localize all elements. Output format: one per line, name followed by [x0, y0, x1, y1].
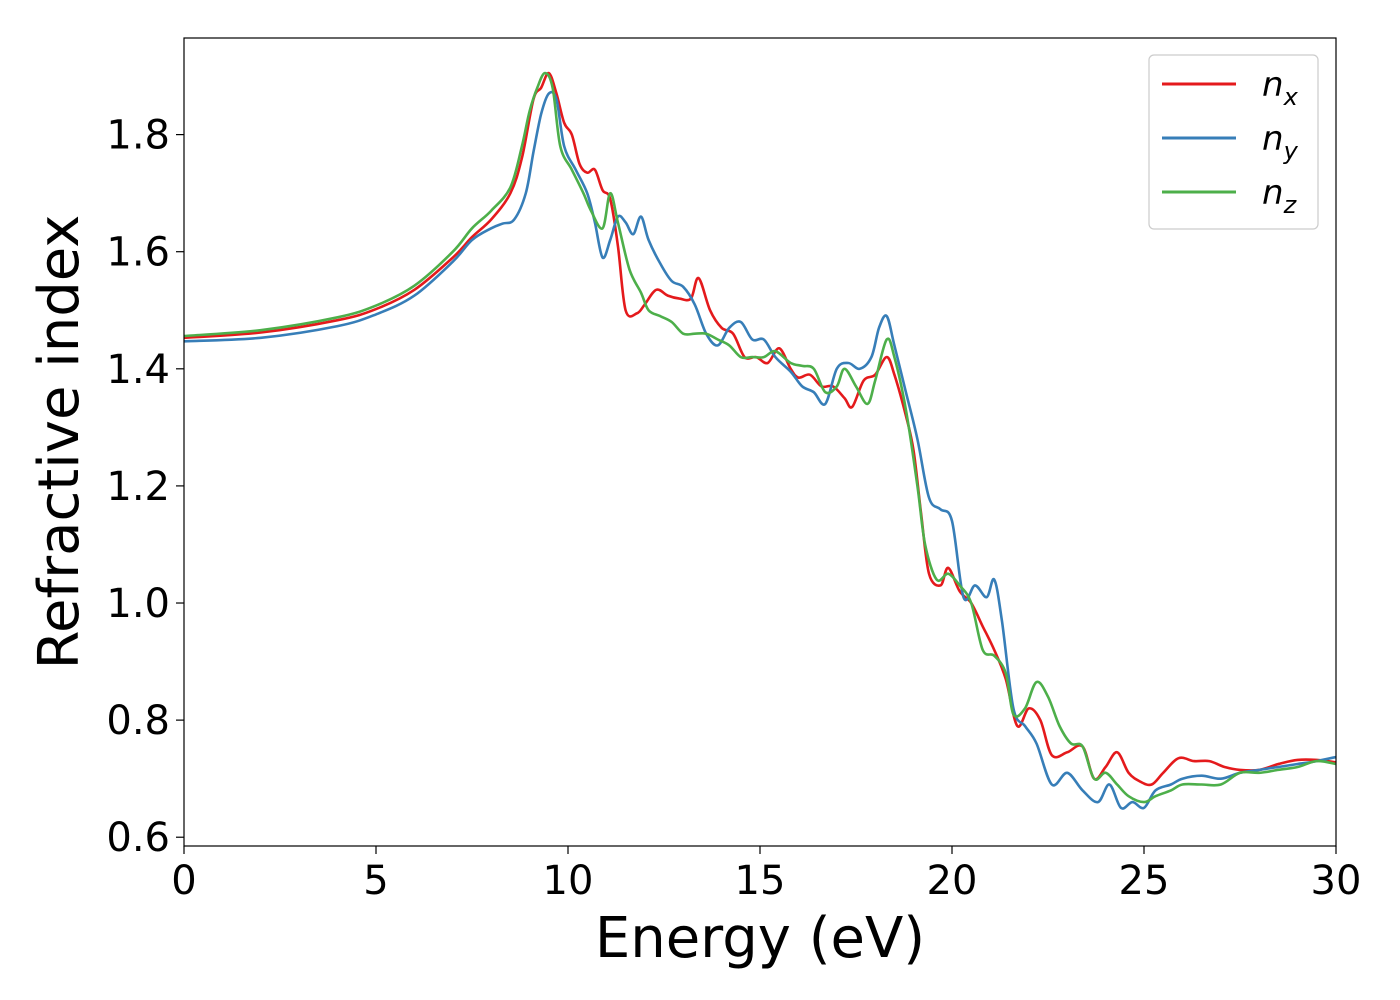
series-line-nx: [184, 71, 1336, 787]
x-tick-label: 20: [927, 858, 978, 904]
legend-label-ny: ny: [1262, 119, 1299, 165]
series-line-ny: [184, 90, 1336, 810]
y-tick-label: 1.4: [106, 347, 170, 393]
y-tick-label: 1.8: [106, 113, 170, 159]
y-axis-label: Refractive index: [27, 215, 92, 670]
legend-label-nz: nz: [1262, 173, 1298, 219]
x-tick-label: 15: [735, 858, 786, 904]
legend: nx ny nz: [1148, 54, 1319, 230]
y-tick-label: 1.0: [106, 581, 170, 627]
x-axis: 0 5 10 15 20 25 30: [171, 846, 1361, 904]
y-tick-label: 1.2: [106, 464, 170, 510]
x-tick-label: 25: [1119, 858, 1170, 904]
series-line-nz: [184, 71, 1336, 804]
y-tick-label: 0.8: [106, 698, 170, 744]
y-tick-label: 0.6: [106, 815, 170, 861]
y-axis: 0.6 0.8 1.0 1.2 1.4 1.6 1.8: [106, 113, 184, 861]
series-layer: [184, 71, 1336, 810]
legend-box: [1148, 54, 1319, 230]
x-tick-label: 30: [1311, 858, 1362, 904]
x-tick-label: 5: [363, 858, 388, 904]
legend-label-nx: nx: [1262, 65, 1299, 111]
y-tick-label: 1.6: [106, 230, 170, 276]
x-axis-label: Energy (eV): [595, 906, 925, 971]
x-tick-label: 0: [171, 858, 196, 904]
x-tick-label: 10: [543, 858, 594, 904]
